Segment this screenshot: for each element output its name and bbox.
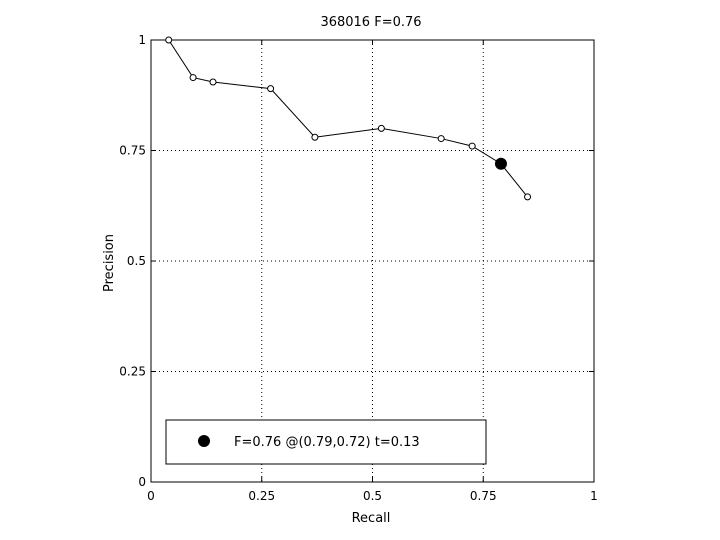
data-point bbox=[209, 78, 217, 86]
data-point bbox=[311, 133, 319, 141]
x-axis-label: Recall bbox=[352, 511, 391, 526]
data-point bbox=[189, 74, 197, 82]
legend-entry-label: F=0.76 @(0.79,0.72) t=0.13 bbox=[234, 435, 420, 450]
grid bbox=[151, 40, 594, 482]
legend-box bbox=[165, 419, 487, 465]
x-tick-label: 0.25 bbox=[248, 489, 275, 503]
series-layer bbox=[165, 36, 532, 201]
series-line bbox=[168, 39, 528, 198]
highlight-point bbox=[494, 157, 507, 170]
data-point bbox=[165, 36, 173, 44]
y-tick-label: 0.5 bbox=[127, 254, 146, 268]
data-point bbox=[468, 142, 476, 150]
legend-marker bbox=[198, 435, 210, 447]
data-point bbox=[524, 193, 532, 201]
y-tick-label: 1 bbox=[138, 33, 146, 47]
y-tick-label: 0.75 bbox=[119, 144, 146, 158]
data-point bbox=[377, 124, 385, 132]
data-point bbox=[437, 135, 445, 143]
y-tick-label: 0 bbox=[138, 475, 146, 489]
x-tick-label: 0.75 bbox=[470, 489, 497, 503]
legend: F=0.76 @(0.79,0.72) t=0.13 bbox=[165, 419, 487, 465]
x-tick-label: 1 bbox=[590, 489, 598, 503]
axis-tick-labels: 0 0.25 0.5 0.75 1 0 0.25 0.5 0.75 1 bbox=[119, 33, 598, 503]
y-tick-label: 0.25 bbox=[119, 365, 146, 379]
axis-ticks bbox=[150, 39, 595, 483]
data-point bbox=[267, 85, 275, 93]
x-tick-label: 0 bbox=[147, 489, 155, 503]
y-axis-label: Precision bbox=[102, 234, 117, 292]
x-tick-label: 0.5 bbox=[363, 489, 382, 503]
chart-title: 368016 F=0.76 bbox=[320, 15, 421, 30]
